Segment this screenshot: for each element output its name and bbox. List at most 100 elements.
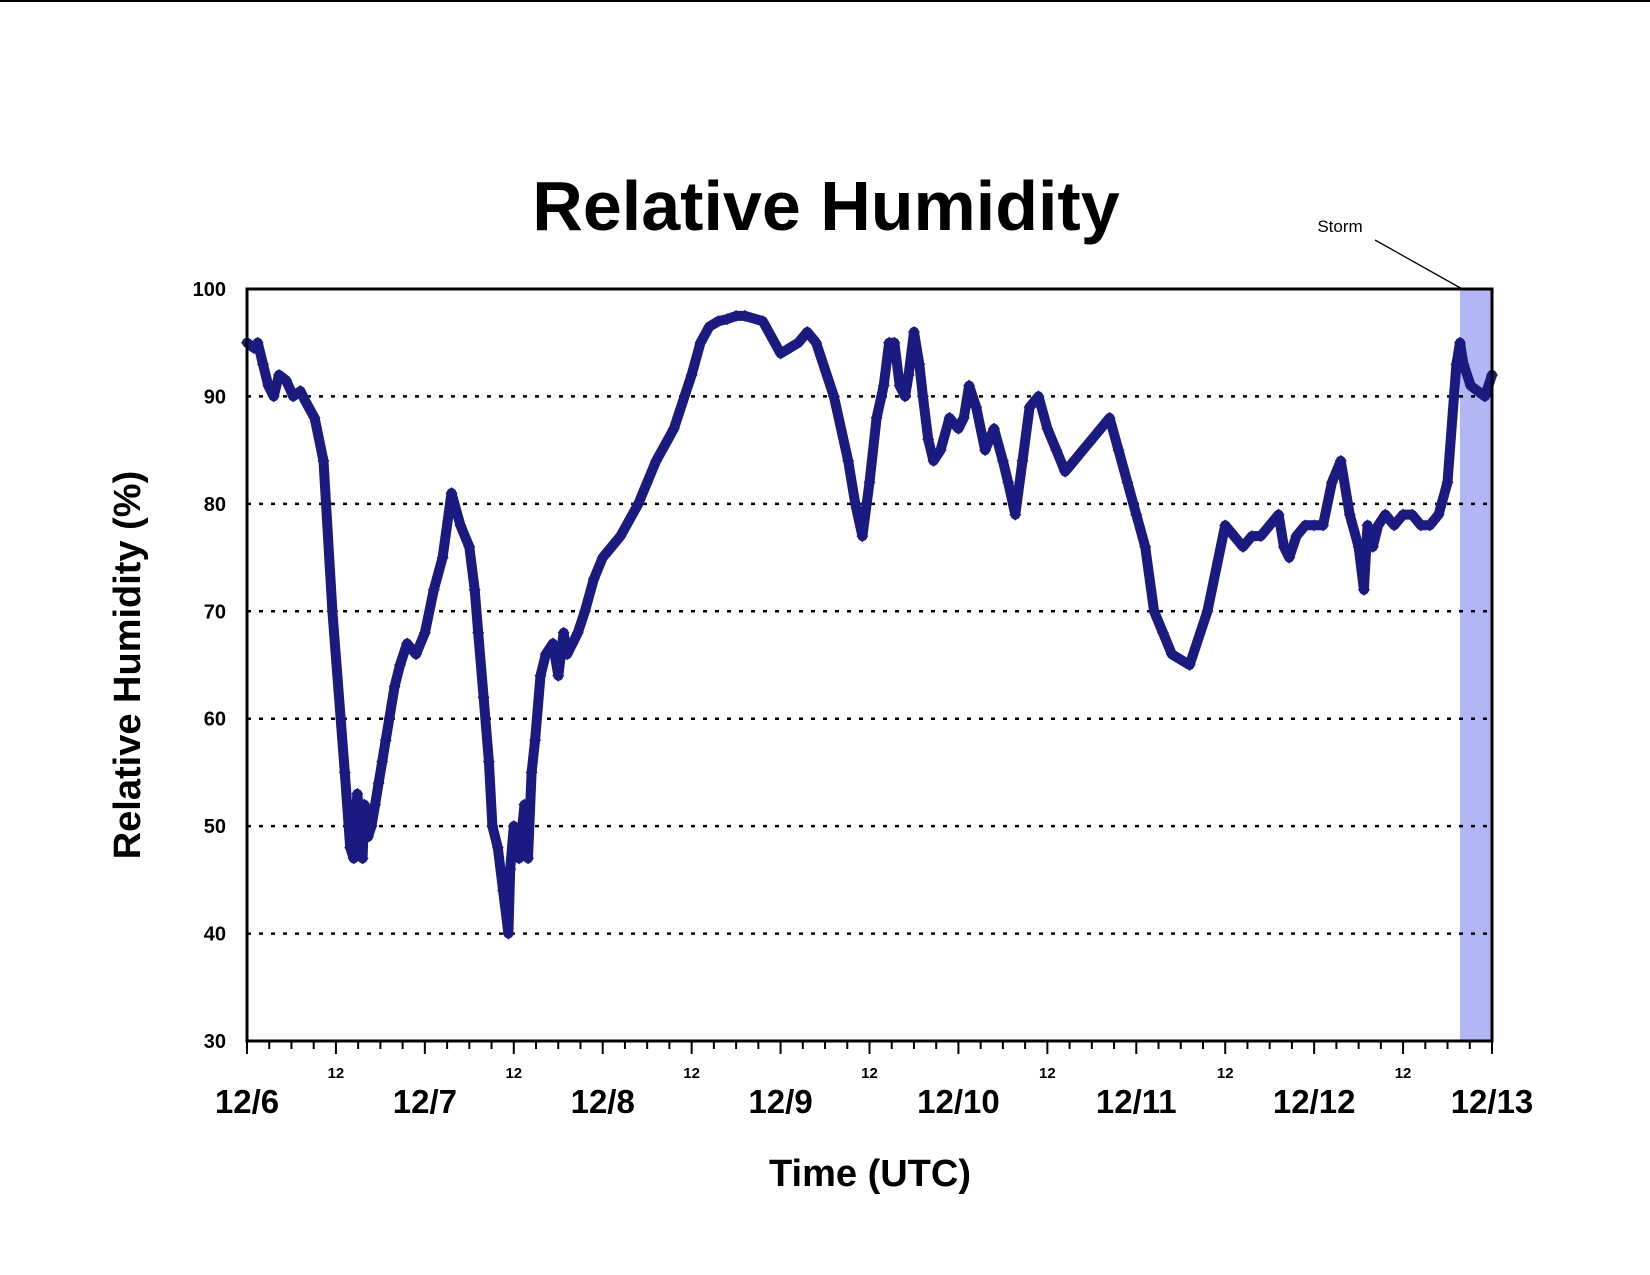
data-point bbox=[979, 444, 992, 457]
storm-band bbox=[1459, 289, 1492, 1041]
data-point bbox=[730, 309, 743, 322]
data-point bbox=[1139, 540, 1152, 553]
x-tick-label-12: 12 bbox=[1217, 1065, 1234, 1082]
data-point bbox=[792, 336, 805, 349]
data-point bbox=[1148, 605, 1161, 618]
data-point bbox=[539, 648, 552, 661]
data-point bbox=[899, 390, 912, 403]
data-point bbox=[1156, 626, 1169, 639]
data-point bbox=[351, 787, 364, 800]
data-point bbox=[1023, 401, 1036, 414]
data-point bbox=[685, 368, 698, 381]
storm-band-layer bbox=[1459, 289, 1492, 1041]
data-point bbox=[739, 309, 751, 322]
data-point bbox=[1388, 519, 1401, 532]
data-point bbox=[561, 648, 574, 661]
data-point bbox=[1290, 530, 1303, 543]
data-series bbox=[241, 309, 1498, 940]
data-point bbox=[650, 454, 663, 467]
data-point bbox=[596, 551, 609, 564]
data-point bbox=[497, 884, 510, 897]
data-point bbox=[358, 798, 371, 811]
data-point bbox=[1334, 454, 1347, 467]
x-axis-title: Time (UTC) bbox=[769, 1153, 971, 1195]
storm-annotation-label: Storm bbox=[1317, 217, 1362, 236]
data-point bbox=[1478, 390, 1491, 403]
data-point bbox=[1361, 519, 1374, 532]
data-point bbox=[518, 798, 531, 811]
x-tick-label-12: 12 bbox=[1039, 1065, 1056, 1082]
data-point bbox=[1283, 551, 1296, 564]
data-point bbox=[267, 390, 280, 403]
data-point bbox=[262, 379, 275, 392]
data-point bbox=[1405, 508, 1418, 521]
data-point bbox=[379, 734, 392, 747]
data-point bbox=[257, 358, 270, 371]
data-point bbox=[486, 820, 499, 833]
data-point bbox=[546, 637, 559, 650]
data-point bbox=[694, 336, 707, 349]
data-point bbox=[1317, 519, 1330, 532]
data-point bbox=[721, 313, 734, 326]
data-point bbox=[552, 669, 565, 682]
y-tick-label: 60 bbox=[204, 709, 226, 731]
data-point bbox=[1009, 508, 1022, 521]
x-tick-label-12: 12 bbox=[505, 1065, 522, 1082]
data-point bbox=[1076, 444, 1089, 457]
data-point bbox=[287, 390, 300, 403]
data-point bbox=[1201, 605, 1214, 618]
data-point bbox=[326, 605, 339, 618]
data-point bbox=[338, 766, 351, 779]
data-point bbox=[1357, 583, 1370, 596]
data-point bbox=[1464, 379, 1477, 392]
data-point bbox=[1457, 358, 1470, 371]
data-point bbox=[856, 530, 869, 543]
data-point bbox=[534, 669, 547, 682]
x-tick-label: 12/12 bbox=[1273, 1083, 1356, 1120]
data-point bbox=[1453, 336, 1466, 349]
data-point bbox=[1112, 444, 1125, 457]
data-point bbox=[1352, 540, 1365, 553]
data-point bbox=[578, 605, 591, 618]
y-axis-title: Relative Humidity (%) bbox=[107, 471, 149, 860]
data-point bbox=[468, 583, 481, 596]
data-point bbox=[1237, 540, 1249, 553]
data-point bbox=[801, 325, 814, 338]
x-axis-ticks: 12/6 12/7 12/8 12/9 12/10 12/11 12/12 12/13 12 12… bbox=[215, 1041, 1533, 1120]
data-point bbox=[1423, 519, 1436, 532]
data-point bbox=[587, 573, 600, 586]
data-point bbox=[1372, 519, 1385, 532]
data-point bbox=[916, 390, 929, 403]
data-point bbox=[970, 401, 983, 414]
data-point bbox=[388, 680, 401, 693]
data-point bbox=[347, 852, 360, 865]
data-point bbox=[1308, 519, 1321, 532]
data-point bbox=[712, 315, 725, 328]
data-point bbox=[667, 422, 680, 435]
x-tick-label-12: 12 bbox=[328, 1065, 345, 1082]
data-point bbox=[522, 852, 535, 865]
data-point bbox=[1094, 422, 1107, 435]
data-point bbox=[1183, 659, 1196, 671]
data-point bbox=[401, 637, 414, 650]
data-point bbox=[1228, 530, 1241, 543]
x-tick-label: 12/8 bbox=[571, 1083, 635, 1120]
data-point bbox=[907, 325, 920, 338]
data-point bbox=[756, 315, 769, 328]
data-point bbox=[280, 374, 293, 387]
data-point bbox=[463, 540, 476, 553]
y-tick-label: 30 bbox=[204, 1031, 226, 1053]
data-point bbox=[513, 852, 526, 865]
data-point bbox=[988, 422, 1000, 435]
data-point bbox=[344, 841, 357, 854]
data-point bbox=[952, 422, 965, 435]
data-point bbox=[1002, 476, 1015, 489]
data-point bbox=[1379, 508, 1392, 521]
x-tick-label: 12/10 bbox=[917, 1083, 1000, 1120]
storm-annotation-leader bbox=[1374, 239, 1465, 291]
x-tick-label: 12/11 bbox=[1096, 1083, 1177, 1120]
data-point bbox=[299, 395, 312, 408]
data-point bbox=[365, 820, 378, 833]
x-tick-label-12: 12 bbox=[683, 1065, 700, 1082]
data-point bbox=[888, 336, 901, 349]
